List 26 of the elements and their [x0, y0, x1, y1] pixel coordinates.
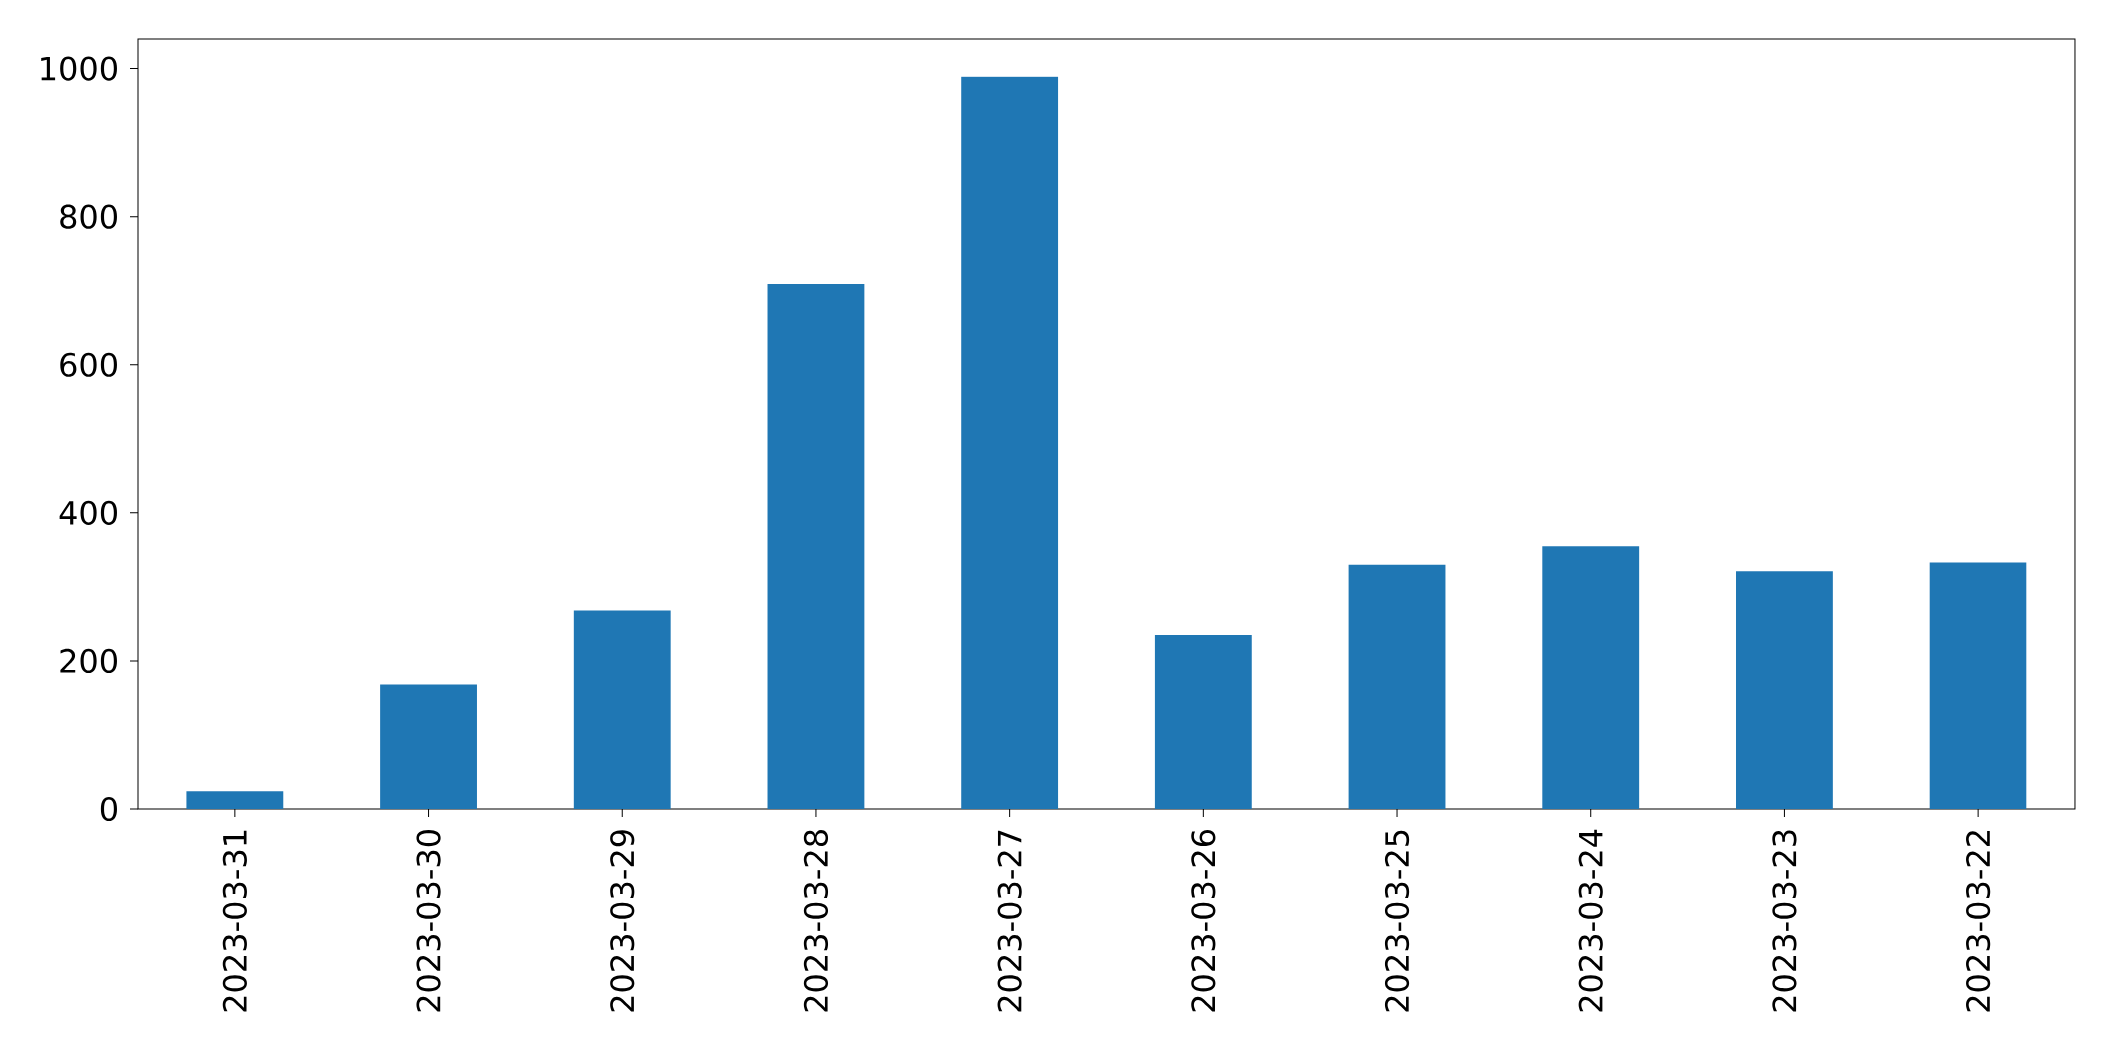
bar [767, 284, 865, 809]
x-tick-label: 2023-03-25 [1384, 830, 1410, 1012]
x-tick-label: 2023-03-30 [416, 830, 441, 1012]
bar [380, 684, 477, 809]
x-tick-label: 2023-03-27 [997, 830, 1022, 1012]
bar [1929, 562, 2027, 809]
x-tick-label: 2023-03-28 [803, 830, 829, 1012]
x-tick-label: 2023-03-29 [610, 830, 635, 1012]
bar [1154, 635, 1252, 809]
bar [573, 610, 671, 809]
x-tick-label: 2023-03-24 [1578, 829, 1603, 1012]
bar [186, 791, 284, 809]
x-tick-label: 2023-03-23 [1772, 830, 1797, 1012]
y-tick-label: 200 [60, 648, 117, 674]
bar [1542, 546, 1640, 809]
bar [1736, 571, 1833, 809]
bar [961, 76, 1059, 809]
x-tick-label: 2023-03-26 [1191, 829, 1216, 1012]
x-tick-label: 2023-03-31 [222, 830, 247, 1012]
bar [1348, 564, 1446, 809]
x-tick-label: 2023-03-22 [1966, 831, 1991, 1012]
y-tick-label: 0 [100, 796, 117, 822]
y-tick-label: 800 [60, 204, 117, 229]
y-tick-label: 600 [60, 352, 117, 377]
y-tick-label: 1000 [41, 56, 117, 81]
y-tick-label: 400 [59, 500, 117, 525]
